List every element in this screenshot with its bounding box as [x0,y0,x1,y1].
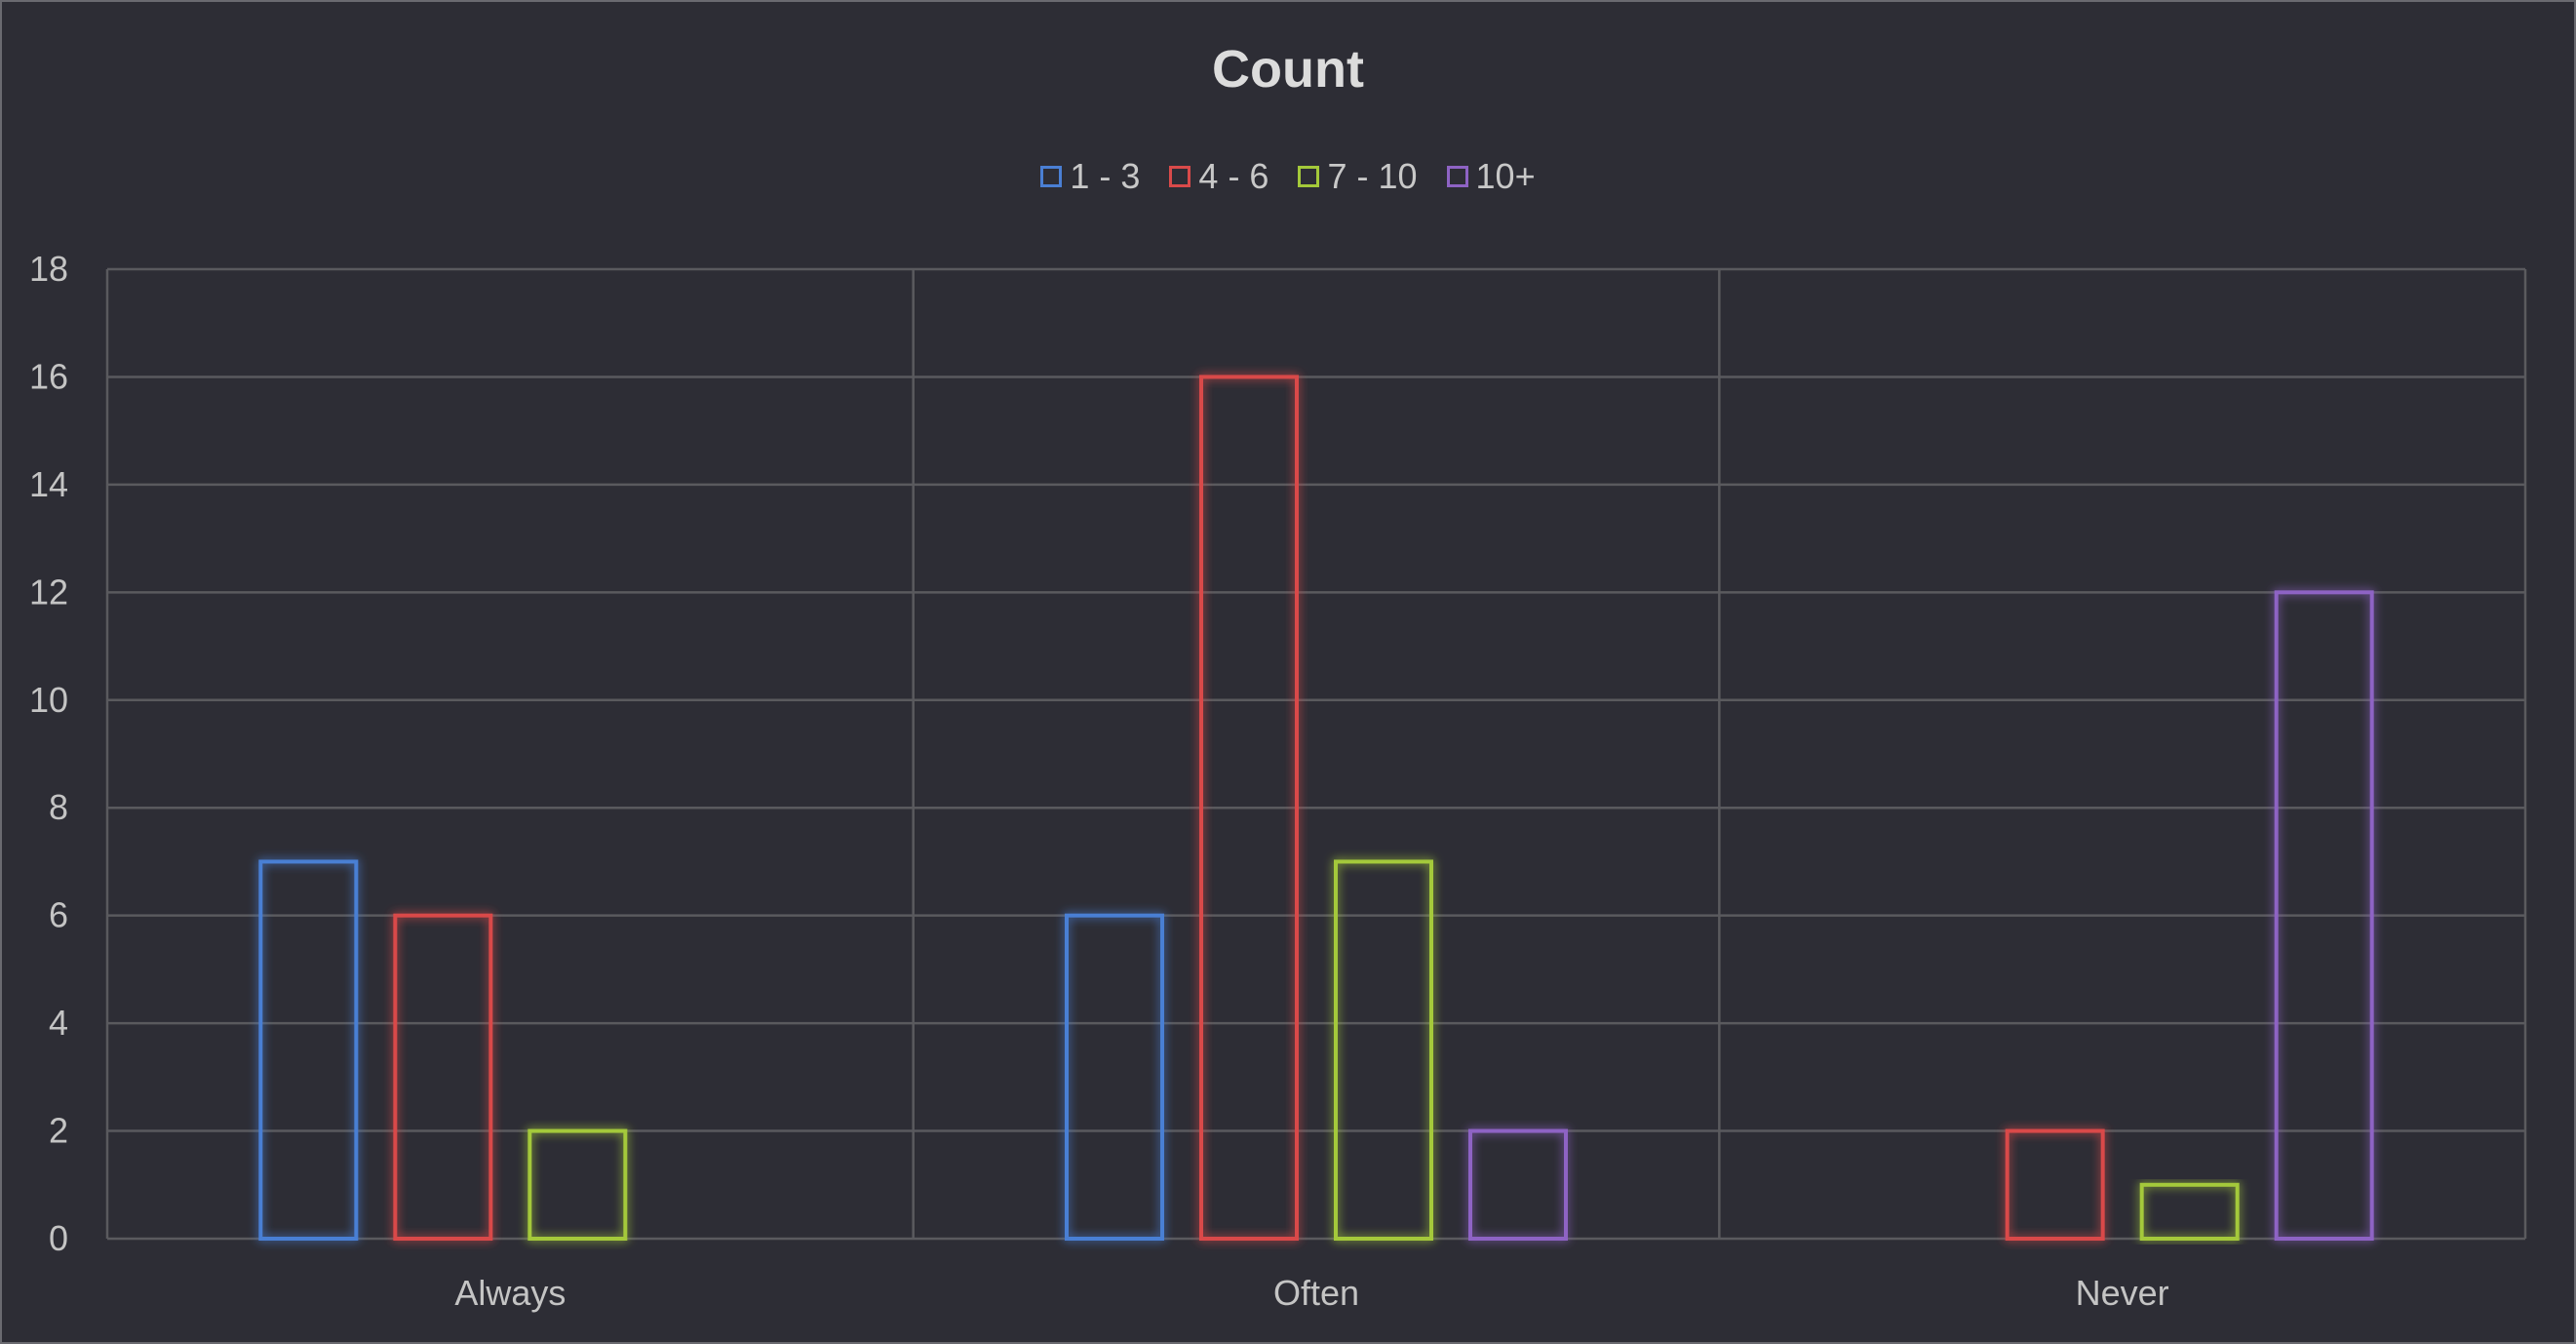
bar-4-6-always[interactable] [393,913,493,1242]
legend-label-1-3: 1 - 3 [1070,156,1141,196]
legend-item-4-6[interactable]: 4 - 6 [1169,156,1268,197]
legend-item-1-3[interactable]: 1 - 3 [1040,156,1140,197]
legend-label-4-6: 4 - 6 [1198,156,1269,196]
x-tick-label: Never [2076,1273,2169,1313]
bar-7-10-often[interactable] [1334,859,1433,1241]
legend-swatch-1-3 [1040,166,1063,187]
bar-10plus-often[interactable] [1468,1128,1568,1241]
y-tick-label: 14 [29,464,68,504]
legend-item-7-10[interactable]: 7 - 10 [1298,156,1418,197]
chart-title: Count [1212,40,1364,99]
bar-10plus-never[interactable] [2274,590,2374,1241]
y-tick-label: 2 [49,1111,68,1151]
legend-label-10-plus: 10+ [1475,156,1536,196]
y-tick-label: 0 [49,1218,68,1258]
legend-swatch-4-6 [1169,166,1191,187]
y-tick-label: 10 [29,680,68,720]
x-tick-label: Always [454,1273,566,1313]
y-tick-label: 4 [49,1003,68,1043]
legend-swatch-7-10 [1298,166,1320,187]
bar-7-10-always[interactable] [527,1128,628,1241]
y-tick-label: 6 [49,895,68,935]
legend-swatch-10-plus [1446,166,1468,187]
label-layer: 0 2 4 6 8 10 12 14 16 18 Always Often Never [29,249,2169,1313]
legend-label-7-10: 7 - 10 [1327,156,1418,196]
bar-1-3-often[interactable] [1065,913,1164,1242]
grid-layer [105,267,2527,1241]
y-tick-label: 12 [29,572,68,612]
bar-4-6-never[interactable] [2005,1128,2105,1241]
bar-layer [258,375,2374,1242]
y-tick-label: 8 [49,787,68,827]
chart-legend: 1 - 3 4 - 6 7 - 10 10+ [0,156,2576,197]
legend-item-10-plus[interactable]: 10+ [1446,156,1536,197]
bar-1-3-always[interactable] [258,859,359,1241]
y-tick-label: 18 [29,249,68,289]
y-tick-label: 16 [29,356,68,396]
bar-4-6-often[interactable] [1199,375,1299,1241]
x-tick-label: Often [1273,1273,1359,1313]
bar-7-10-never[interactable] [2139,1182,2240,1242]
